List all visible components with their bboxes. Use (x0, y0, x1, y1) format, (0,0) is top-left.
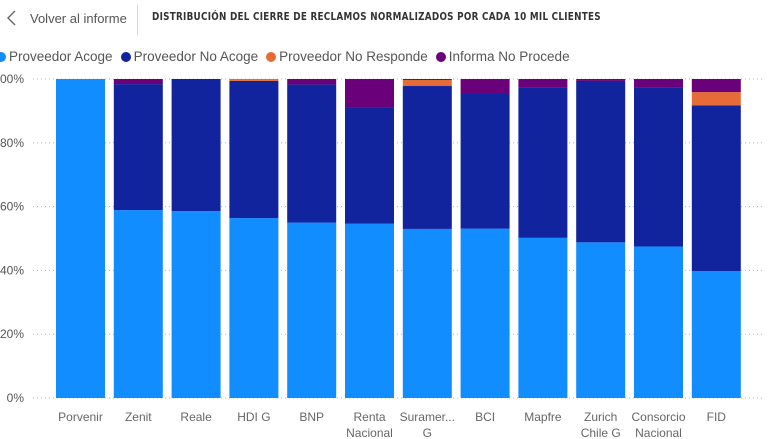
legend-dot-icon (0, 51, 6, 62)
bar-segment-informa-no-procede (287, 79, 337, 85)
bar-segment-proveedor-no-acoge (171, 79, 221, 212)
header-divider (137, 5, 138, 35)
bar-segment-proveedor-no-acoge (518, 87, 568, 238)
legend-item-proveedor-no-acoge[interactable]: Proveedor No Acoge (120, 49, 259, 64)
bar-segment-proveedor-no-acoge (576, 80, 626, 243)
legend-item-proveedor-no-responde[interactable]: Proveedor No Responde (266, 49, 428, 64)
legend-dot-icon (266, 51, 277, 62)
bar-segment-proveedor-no-acoge (345, 107, 394, 224)
bar-segment-informa-no-procede (691, 79, 741, 93)
bar-segment-informa-no-procede (402, 79, 452, 80)
x-category-label: BNP (299, 410, 324, 424)
y-tick-label: 20% (0, 327, 24, 341)
y-tick-label: 0% (7, 391, 25, 405)
legend-item-informa-no-procede[interactable]: Informa No Procede (435, 49, 570, 64)
legend-label: Proveedor No Responde (279, 49, 428, 64)
bar-segment-proveedor-no-acoge (460, 93, 510, 229)
bar-segment-informa-no-procede (634, 79, 683, 88)
legend-item-proveedor-acoge[interactable]: Proveedor Acoge (0, 49, 113, 64)
bar-segment-proveedor-no-acoge (691, 105, 741, 272)
x-category-label: Nacional (635, 426, 682, 439)
bar-segment-proveedor-acoge (113, 210, 163, 398)
x-category-label: G (423, 426, 432, 439)
top-bar: Volver al informe DISTRIBUCIÓN DEL CIERR… (0, 0, 768, 36)
bar-segment-proveedor-acoge (518, 237, 568, 398)
x-category-label: FID (707, 410, 727, 424)
bar-segment-proveedor-acoge (402, 228, 452, 398)
bar-segment-proveedor-acoge (287, 222, 337, 398)
x-category-label: Reale (180, 410, 212, 424)
bar-segment-proveedor-acoge (691, 271, 741, 398)
bar-segment-proveedor-no-responde (691, 92, 741, 106)
x-category-label: Mapfre (524, 410, 562, 424)
x-category-label: Chile G (581, 426, 621, 439)
legend-label: Informa No Procede (448, 49, 570, 64)
bar-segment-proveedor-acoge (345, 223, 394, 398)
x-category-label: Renta (353, 410, 385, 424)
bar-segment-proveedor-no-acoge (113, 84, 163, 211)
bar-segment-informa-no-procede (345, 79, 394, 108)
y-tick-label: 60% (0, 200, 24, 214)
back-to-report-button[interactable]: Volver al informe (6, 6, 127, 30)
y-tick-label: 40% (0, 263, 24, 277)
bar-segment-proveedor-acoge (56, 79, 105, 398)
legend-label: Proveedor Acoge (9, 49, 113, 64)
x-category-label: HDI G (237, 410, 270, 424)
chart-title: DISTRIBUCIÓN DEL CIERRE DE RECLAMOS NORM… (152, 11, 601, 23)
bar-segment-proveedor-no-acoge (287, 84, 337, 223)
bar-segment-proveedor-acoge (634, 246, 683, 398)
chart-legend: Proveedor Acoge Proveedor No Acoge Proveed… (0, 49, 578, 64)
legend-label: Proveedor No Acoge (133, 49, 259, 64)
back-label: Volver al informe (30, 10, 127, 26)
bar-segment-proveedor-no-responde (229, 79, 279, 81)
x-category-label: Zenit (125, 410, 152, 424)
x-category-label: Porvenir (58, 410, 103, 424)
bar-segment-proveedor-no-acoge (229, 80, 279, 219)
legend-dot-icon (435, 51, 446, 62)
x-category-label: Suramer... (400, 410, 455, 424)
bar-segment-proveedor-acoge (576, 242, 626, 398)
chevron-left-icon (7, 10, 16, 26)
bar-segment-informa-no-procede (113, 79, 163, 85)
bar-segment-proveedor-no-acoge (402, 86, 452, 229)
bar-segment-proveedor-acoge (229, 218, 279, 398)
y-tick-label: 00% (0, 72, 24, 86)
bar-segment-proveedor-acoge (171, 211, 221, 398)
x-category-label: Zurich (584, 410, 617, 424)
x-category-label: Nacional (346, 426, 393, 439)
bar-segment-informa-no-procede (576, 79, 626, 81)
legend-dot-icon (120, 51, 131, 62)
bar-segment-proveedor-no-acoge (634, 87, 683, 247)
bar-segment-informa-no-procede (518, 79, 568, 88)
x-category-label: Consorcio (631, 410, 685, 424)
bar-segment-proveedor-acoge (460, 228, 510, 398)
bar-segment-informa-no-procede (460, 79, 510, 94)
x-category-label: BCI (475, 410, 495, 424)
bar-segment-proveedor-no-responde (402, 79, 452, 87)
y-tick-label: 80% (0, 136, 24, 150)
